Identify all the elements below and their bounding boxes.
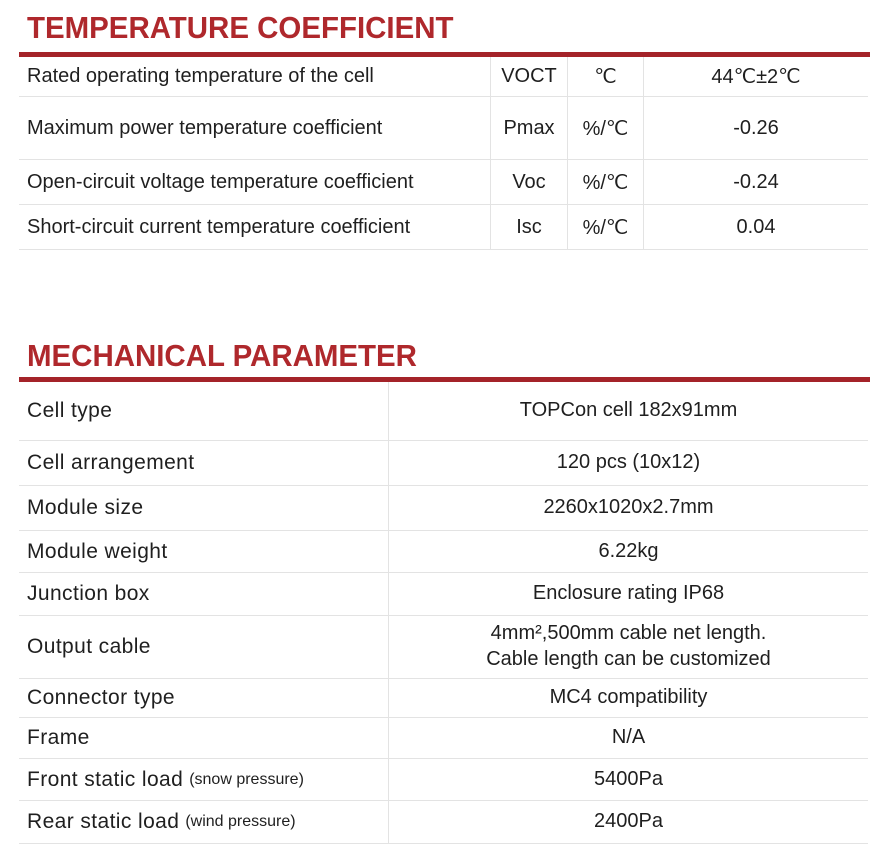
spec-label: Front static load (snow pressure) (19, 759, 388, 801)
param-symbol: Isc (490, 205, 567, 250)
spec-label-text: Frame (27, 726, 90, 749)
param-value: -0.24 (643, 160, 868, 205)
spec-label: Module size (19, 486, 388, 531)
spec-value: 2400Pa (388, 801, 868, 844)
spec-label-note: (snow pressure) (189, 770, 304, 788)
spec-label-text: Cell type (27, 399, 113, 422)
spec-value: TOPCon cell 182x91mm (388, 382, 868, 441)
spec-label-text: Cell arrangement (27, 451, 195, 474)
spec-value: Enclosure rating IP68 (388, 573, 868, 616)
spec-label-text: Output cable (27, 635, 151, 658)
temperature-coefficient-table: Rated operating temperature of the cell … (19, 57, 868, 250)
spec-value: 2260x1020x2.7mm (388, 486, 868, 531)
param-label: Open-circuit voltage temperature coeffic… (19, 160, 490, 205)
spec-label: Rear static load (wind pressure) (19, 801, 388, 844)
param-unit: %/℃ (567, 97, 643, 160)
spec-label-text: Front static load (27, 767, 184, 791)
spec-label-note: (wind pressure) (185, 813, 296, 830)
param-unit: ℃ (567, 57, 643, 97)
spec-label: Output cable (19, 616, 388, 679)
temperature-title-underline (19, 52, 870, 57)
param-label: Rated operating temperature of the cell (19, 57, 490, 97)
spec-label: Junction box (19, 573, 388, 616)
param-value: -0.26 (643, 97, 868, 160)
spec-value: MC4 compatibility (388, 679, 868, 718)
spec-label-text: Module weight (27, 539, 168, 563)
mechanical-parameter-table: Cell type TOPCon cell 182x91mm Cell arra… (19, 382, 868, 844)
spec-label: Cell type (19, 382, 388, 441)
param-unit: %/℃ (567, 205, 643, 250)
mechanical-title-underline (19, 377, 870, 382)
spec-value: 4mm²,500mm cable net length. Cable lengt… (388, 616, 868, 679)
spec-value: N/A (388, 718, 868, 759)
spec-value: 5400Pa (388, 759, 868, 801)
param-label: Short-circuit current temperature coeffi… (19, 205, 490, 250)
spec-label: Module weight (19, 531, 388, 573)
param-symbol: VOCT (490, 57, 567, 97)
spec-label-text: Rear static load (27, 810, 180, 833)
spec-label-text: Connector type (27, 686, 176, 709)
temperature-section-title: TEMPERATURE COEFFICIENT (27, 10, 454, 45)
spec-value: 120 pcs (10x12) (388, 441, 868, 486)
spec-label: Frame (19, 718, 388, 759)
spec-label: Cell arrangement (19, 441, 388, 486)
param-label: Maximum power temperature coefficient (19, 97, 490, 160)
param-symbol: Voc (490, 160, 567, 205)
spec-label-text: Junction box (27, 582, 150, 605)
spec-label: Connector type (19, 679, 388, 718)
param-value: 0.04 (643, 205, 868, 250)
spec-value: 6.22kg (388, 531, 868, 573)
param-value: 44℃±2℃ (643, 57, 868, 97)
mechanical-section-title: MECHANICAL PARAMETER (27, 338, 417, 373)
spec-label-text: Module size (27, 496, 144, 519)
param-unit: %/℃ (567, 160, 643, 205)
param-symbol: Pmax (490, 97, 567, 160)
